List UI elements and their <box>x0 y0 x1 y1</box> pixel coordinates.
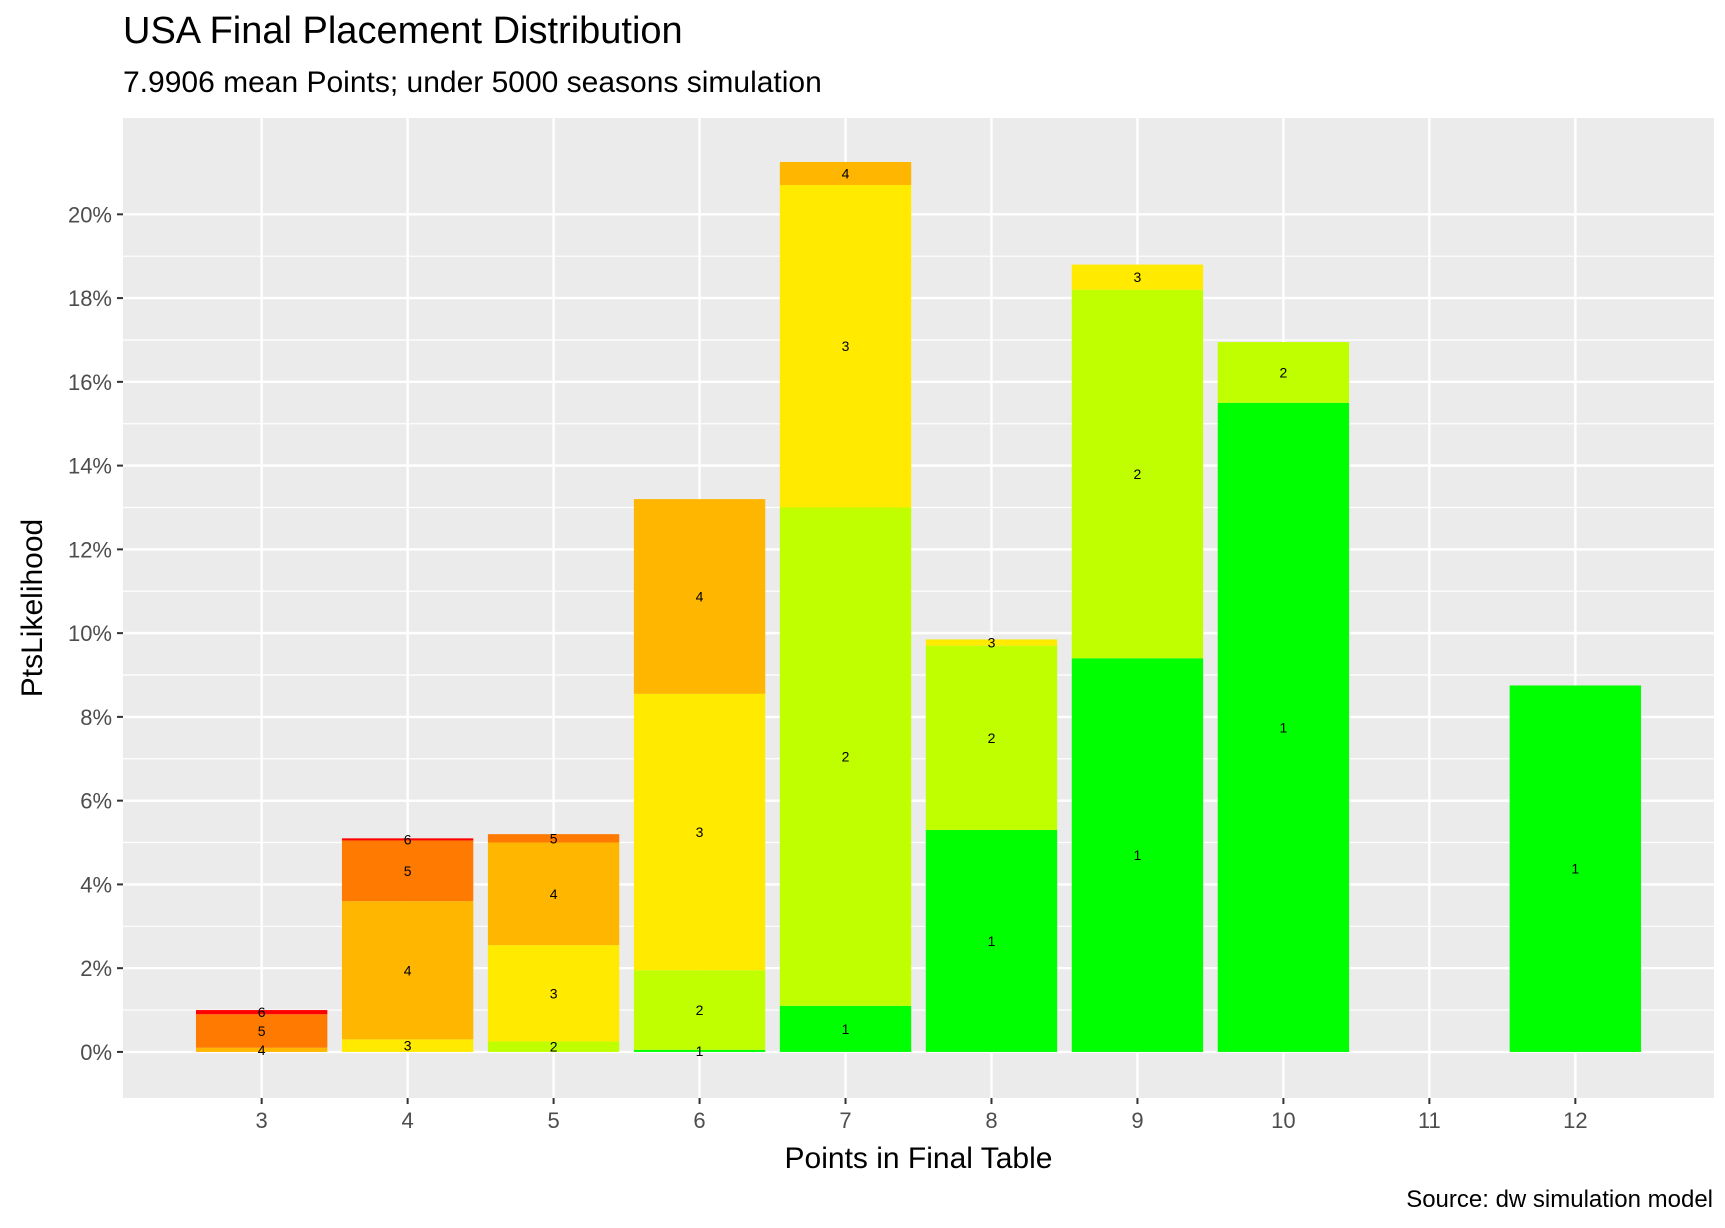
y-tick-label: 2% <box>80 956 112 981</box>
y-axis: 0% 2% 4% 6% 8% 10% 12% 14% 16% 18% 20% <box>68 202 123 1065</box>
x-tick-label: 5 <box>547 1108 559 1133</box>
bar-segment <box>925 829 1058 1052</box>
segment-label: 3 <box>550 985 558 1001</box>
bars <box>195 161 1642 1052</box>
bar-segment <box>633 499 766 694</box>
bar-segment <box>633 1049 766 1052</box>
y-tick-label: 0% <box>80 1040 112 1065</box>
y-tick-label: 12% <box>68 537 112 562</box>
bar-segment <box>341 840 474 902</box>
x-tick-label: 11 <box>1418 1108 1441 1133</box>
bar-segment <box>487 842 620 946</box>
bar-segment <box>925 645 1058 830</box>
x-tick-label: 7 <box>839 1108 851 1133</box>
x-tick-label: 6 <box>693 1108 705 1133</box>
y-tick-label: 20% <box>68 202 112 227</box>
chart-title: USA Final Placement Distribution <box>123 10 683 52</box>
bar-segment <box>633 970 766 1050</box>
segment-label: 5 <box>258 1023 266 1039</box>
bar-segment <box>1071 289 1204 659</box>
x-tick-label: 3 <box>256 1108 268 1133</box>
segment-label: 6 <box>258 1004 266 1020</box>
x-tick-label: 9 <box>1131 1108 1143 1133</box>
segment-label: 6 <box>404 831 412 847</box>
segment-label: 2 <box>1134 466 1142 482</box>
bar-segment <box>1217 342 1350 403</box>
bar-segment <box>779 185 912 508</box>
segment-label: 2 <box>550 1039 558 1055</box>
bar-segment <box>195 1010 328 1015</box>
y-axis-title: PtsLikelihood <box>16 519 49 697</box>
segment-label: 4 <box>696 588 704 604</box>
bar-segment <box>1217 402 1350 1052</box>
x-tick-label: 4 <box>402 1108 414 1133</box>
bar-segment <box>1071 264 1204 290</box>
segment-label: 4 <box>550 886 558 902</box>
segment-label: 1 <box>988 933 996 949</box>
segment-label: 2 <box>1280 364 1288 380</box>
bar-segment <box>341 838 474 841</box>
segment-label: 3 <box>842 338 850 354</box>
bar-segment <box>779 161 912 186</box>
segment-label: 5 <box>404 863 412 879</box>
y-tick-label: 10% <box>68 621 112 646</box>
bar-segment <box>195 1014 328 1048</box>
bar-segment <box>1071 658 1204 1052</box>
bar-segment <box>1509 685 1642 1052</box>
bar-segment <box>487 1041 620 1052</box>
bar-segment <box>195 1047 328 1052</box>
y-tick-label: 4% <box>80 872 112 897</box>
segment-label: 2 <box>696 1002 704 1018</box>
segment-label: 1 <box>1280 719 1288 735</box>
segment-label: 1 <box>1134 847 1142 863</box>
x-axis: 3 4 5 6 7 8 9 10 11 12 <box>256 1098 1588 1133</box>
bar-segment <box>633 693 766 971</box>
segment-label: 1 <box>1571 861 1579 877</box>
segment-label: 2 <box>988 730 996 746</box>
segment-label: 3 <box>1134 269 1142 285</box>
y-tick-label: 16% <box>68 370 112 395</box>
bar-segment <box>779 1005 912 1052</box>
y-tick-label: 14% <box>68 454 112 479</box>
segment-label: 5 <box>550 830 558 846</box>
x-tick-label: 8 <box>985 1108 997 1133</box>
bar-segment <box>341 1039 474 1052</box>
bar-segment <box>487 945 620 1042</box>
segment-label: 2 <box>842 749 850 765</box>
bar-segment <box>925 639 1058 646</box>
y-tick-label: 6% <box>80 789 112 814</box>
segment-label: 1 <box>696 1043 704 1059</box>
x-axis-title: Points in Final Table <box>785 1142 1053 1175</box>
y-tick-label: 8% <box>80 705 112 730</box>
segment-label: 4 <box>258 1042 266 1058</box>
chart-caption: Source: dw simulation model <box>1406 1186 1713 1213</box>
segment-labels: 4 5 6 3 4 5 6 2 3 4 5 1 2 3 4 1 2 3 4 1 2 3 1 2 3 1 2 1 <box>258 165 1580 1058</box>
segment-label: 1 <box>842 1021 850 1037</box>
chart-subtitle: 7.9906 mean Points; under 5000 seasons s… <box>123 66 822 99</box>
segment-label: 3 <box>696 824 704 840</box>
y-tick-label: 18% <box>68 286 112 311</box>
segment-label: 4 <box>842 165 850 181</box>
segment-label: 4 <box>404 962 412 978</box>
x-tick-label: 12 <box>1563 1108 1587 1133</box>
segment-label: 3 <box>988 635 996 651</box>
bar-segment <box>779 507 912 1006</box>
bar-segment <box>487 834 620 843</box>
bar-segment <box>341 901 474 1040</box>
segment-label: 3 <box>404 1038 412 1054</box>
x-tick-label: 10 <box>1271 1108 1295 1133</box>
